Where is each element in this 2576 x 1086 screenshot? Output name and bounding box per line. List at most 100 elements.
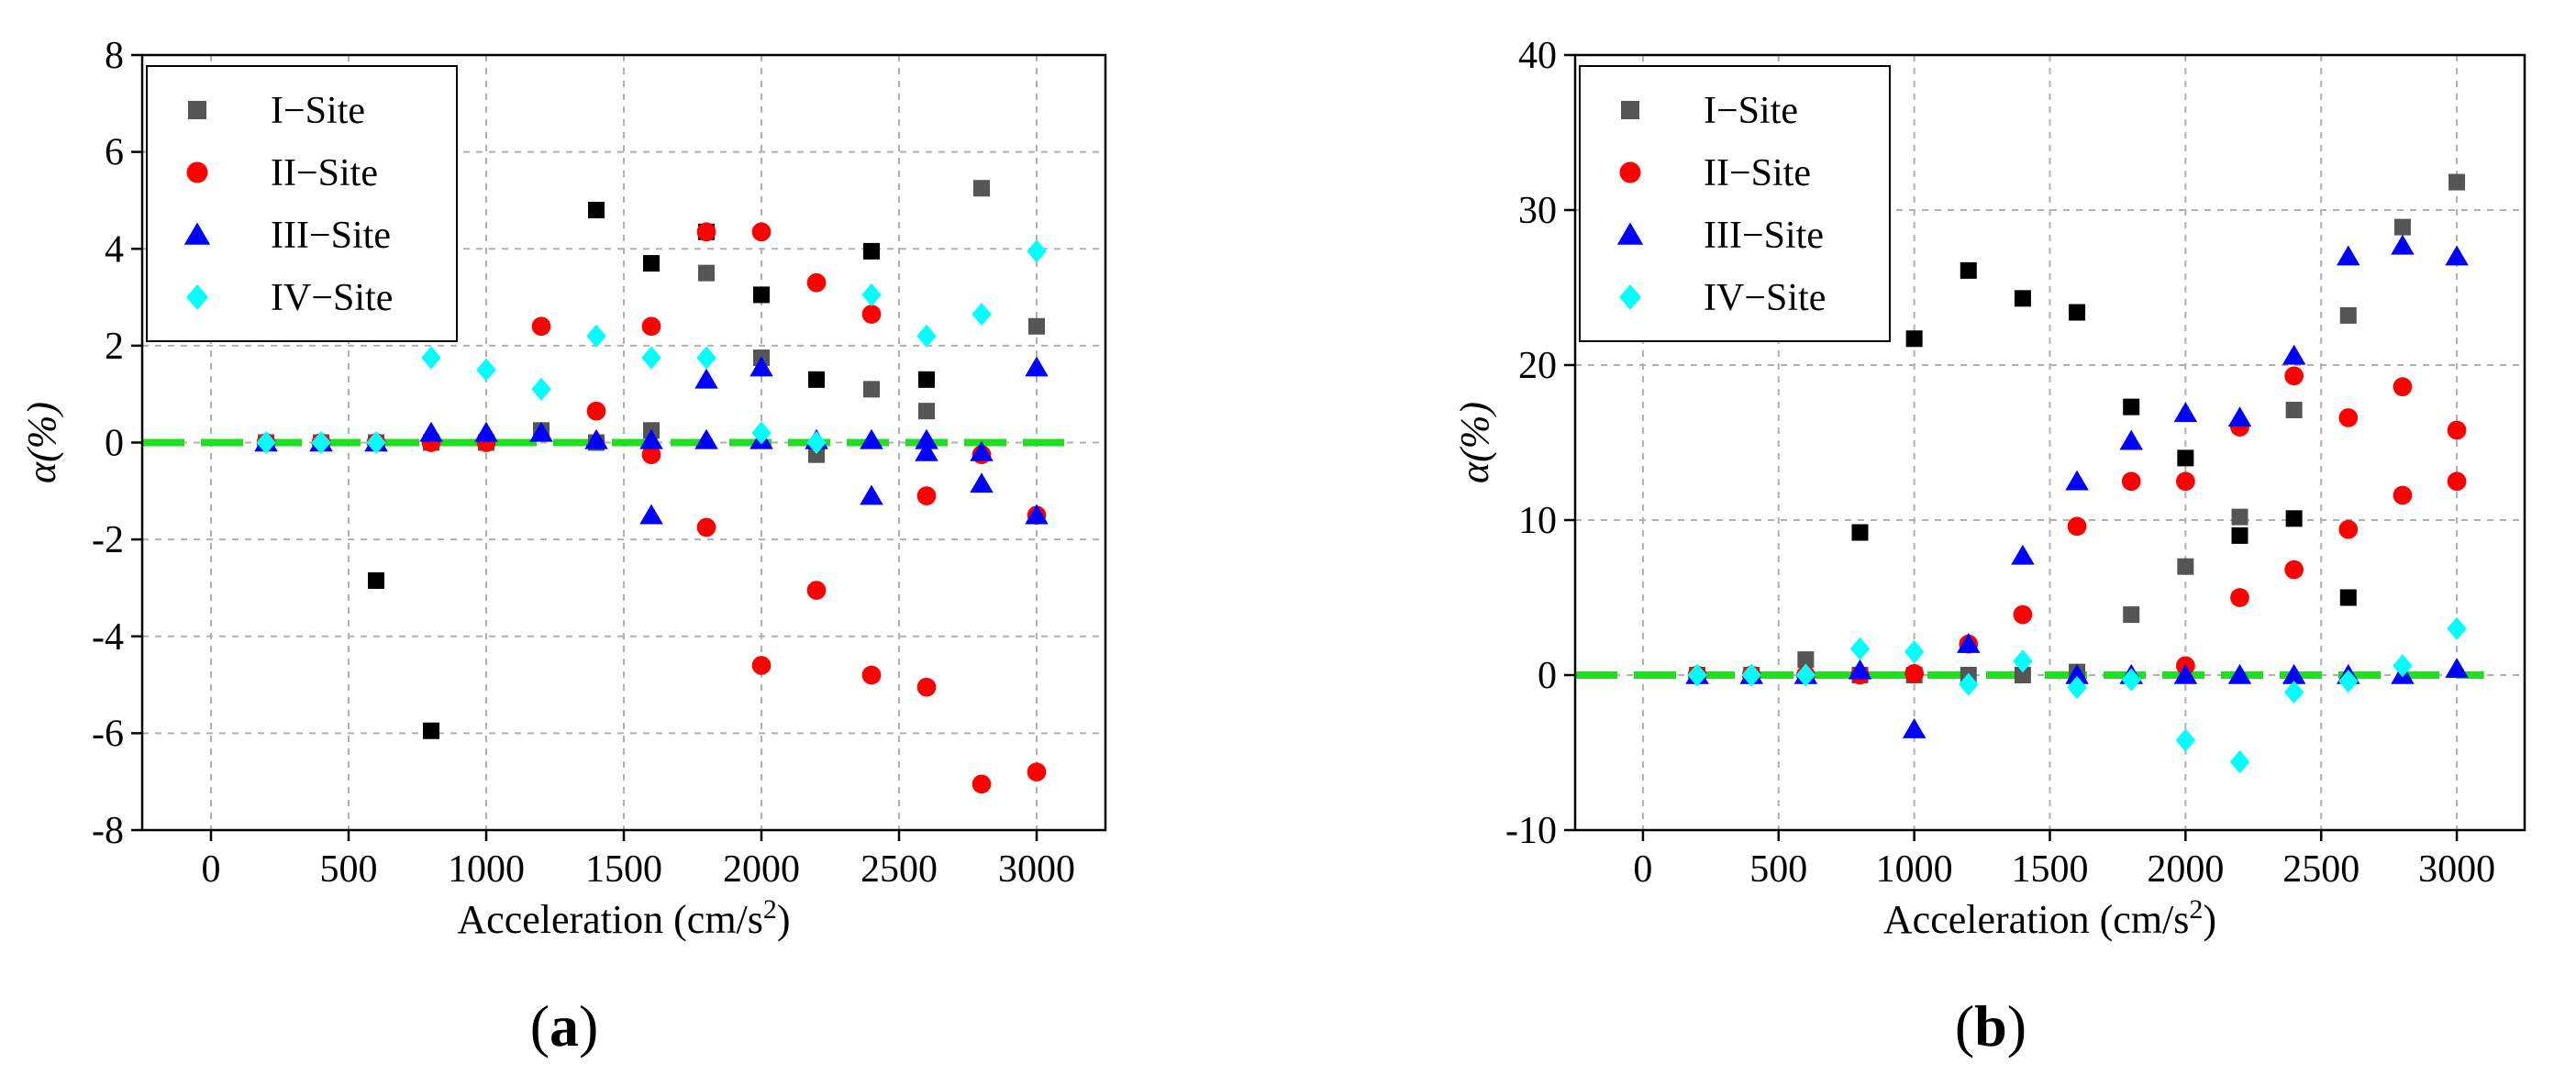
data-point bbox=[641, 316, 661, 337]
legend-marker bbox=[1619, 161, 1641, 183]
data-point bbox=[1848, 659, 1872, 680]
data-point bbox=[918, 371, 935, 388]
data-point bbox=[751, 222, 772, 242]
y-tick-label: 20 bbox=[1518, 345, 1557, 387]
data-point bbox=[806, 430, 827, 455]
data-point bbox=[918, 403, 935, 420]
data-point bbox=[973, 180, 990, 197]
x-tick-label: 1000 bbox=[448, 848, 525, 891]
data-point bbox=[1795, 663, 1816, 687]
data-point bbox=[806, 272, 827, 293]
data-point bbox=[694, 428, 718, 449]
data-point bbox=[861, 305, 882, 324]
legend-marker bbox=[186, 161, 208, 183]
data-point bbox=[2229, 750, 2250, 774]
legend: I−Site II−Site III−Site IV−Site bbox=[1579, 65, 1891, 342]
series-4 bbox=[1687, 616, 2467, 774]
data-point bbox=[2123, 606, 2140, 624]
data-point bbox=[2282, 663, 2306, 684]
x-tick-label: 1000 bbox=[1876, 848, 1953, 891]
data-point bbox=[1025, 356, 1049, 377]
data-point bbox=[694, 368, 718, 389]
data-point bbox=[2339, 589, 2357, 606]
x-tick-label: 0 bbox=[1633, 848, 1652, 891]
data-point bbox=[806, 581, 827, 600]
y-tick-label: 10 bbox=[1518, 500, 1557, 542]
data-point bbox=[2393, 218, 2411, 236]
legend-label: IV−Site bbox=[1704, 277, 1826, 319]
legend-marker bbox=[1619, 284, 1641, 310]
data-point bbox=[2065, 470, 2089, 491]
data-point bbox=[1027, 239, 1047, 263]
x-tick-label: 3000 bbox=[2418, 848, 2495, 891]
data-point bbox=[529, 421, 553, 442]
legend-label: III−Site bbox=[271, 215, 391, 257]
y-tick-label: 8 bbox=[105, 35, 124, 77]
data-point bbox=[1904, 640, 1925, 664]
y-tick-label: 4 bbox=[105, 228, 124, 271]
data-point bbox=[1025, 504, 1049, 525]
data-point bbox=[753, 286, 770, 304]
data-point bbox=[366, 430, 386, 455]
legend-label: I−Site bbox=[1704, 90, 1798, 132]
x-tick-label: 500 bbox=[1749, 848, 1807, 891]
data-point bbox=[2013, 604, 2033, 625]
data-point bbox=[368, 572, 384, 590]
data-point bbox=[2283, 680, 2304, 704]
data-point bbox=[423, 722, 439, 739]
data-point bbox=[2123, 398, 2140, 416]
data-point bbox=[2339, 306, 2357, 324]
y-tick-label: -6 bbox=[92, 713, 124, 755]
data-point bbox=[696, 346, 716, 370]
data-point bbox=[2011, 544, 2035, 565]
legend-marker bbox=[183, 222, 211, 245]
data-point bbox=[696, 222, 716, 242]
data-point bbox=[2119, 429, 2143, 450]
data-point bbox=[641, 346, 661, 370]
data-point bbox=[531, 377, 551, 402]
data-point bbox=[2227, 663, 2252, 684]
y-tick-label: -2 bbox=[92, 519, 124, 561]
legend: I−Site II−Site III−Site IV−Site bbox=[146, 65, 458, 342]
x-axis-title: Acceleration (cm/s2) bbox=[1883, 894, 2216, 942]
data-point bbox=[421, 346, 441, 370]
data-point bbox=[2338, 408, 2359, 427]
y-tick-label: 6 bbox=[105, 132, 124, 174]
data-point bbox=[2447, 616, 2467, 640]
data-point bbox=[2227, 406, 2252, 427]
y-axis-title: α(%) bbox=[1452, 402, 1497, 483]
y-tick-label: 2 bbox=[105, 326, 124, 368]
data-point bbox=[972, 302, 992, 327]
x-tick-label: 2500 bbox=[861, 848, 938, 891]
data-point bbox=[863, 242, 880, 260]
data-point bbox=[2285, 402, 2303, 419]
data-point bbox=[808, 446, 825, 463]
data-point bbox=[2231, 508, 2248, 526]
data-point bbox=[915, 428, 938, 449]
data-point bbox=[861, 665, 882, 685]
legend-marker bbox=[1616, 222, 1644, 245]
legend-marker bbox=[188, 101, 206, 119]
data-point bbox=[2284, 560, 2304, 580]
data-point bbox=[696, 517, 716, 537]
data-point bbox=[2014, 667, 2031, 683]
data-point bbox=[586, 324, 606, 348]
data-point bbox=[2393, 654, 2413, 678]
data-point bbox=[1849, 637, 1871, 660]
legend-label: III−Site bbox=[1704, 215, 1824, 257]
data-point bbox=[2067, 675, 2087, 700]
data-point bbox=[419, 421, 443, 442]
data-point bbox=[2393, 377, 2413, 397]
x-tick-label: 1500 bbox=[585, 848, 662, 891]
y-tick-label: 0 bbox=[105, 423, 124, 465]
data-point bbox=[1027, 762, 1047, 781]
data-point bbox=[970, 440, 994, 461]
data-point bbox=[641, 445, 661, 465]
series-4 bbox=[256, 239, 1047, 455]
legend-label: II−Site bbox=[1704, 152, 1811, 194]
data-point bbox=[916, 324, 937, 348]
data-point bbox=[2173, 402, 2198, 423]
data-point bbox=[2391, 234, 2415, 255]
y-axis-title: α(%) bbox=[19, 402, 64, 483]
